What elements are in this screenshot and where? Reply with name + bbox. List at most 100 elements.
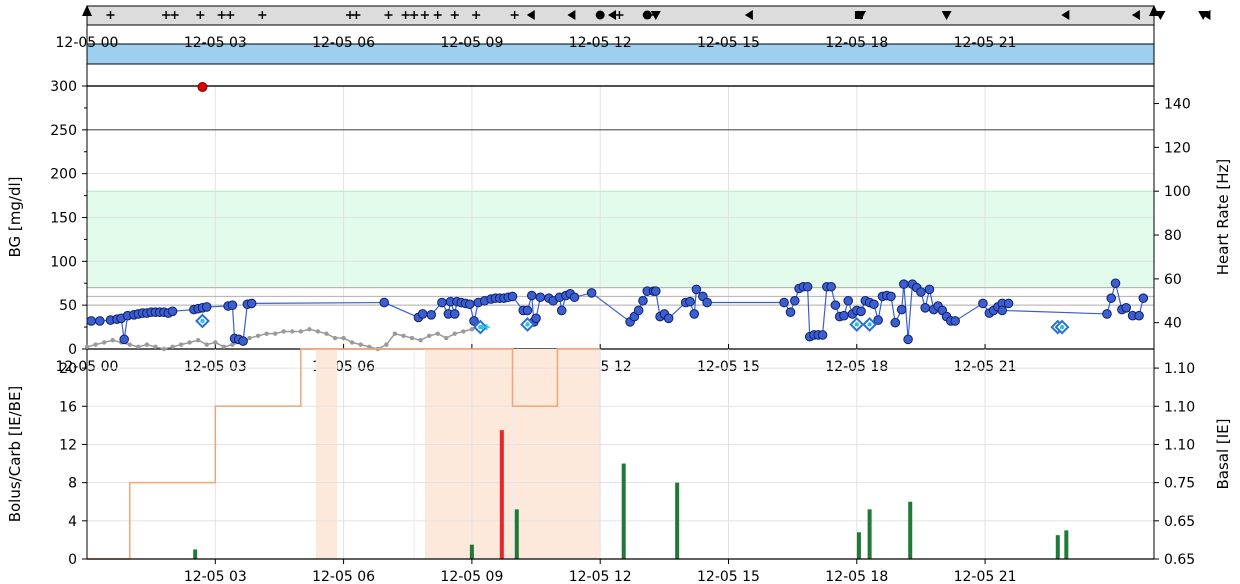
bg-point [997,305,1007,316]
bg-point [1134,310,1144,321]
carb-bar [193,549,198,559]
bg-point [507,291,518,302]
bottom-x-tick-label: 12-05 18 [825,569,888,584]
heart-rate-point [444,335,449,341]
heart-rate-point [290,329,295,334]
heart-rate-point [409,335,415,341]
bg-point [638,295,648,306]
heart-rate-point [332,335,338,341]
top-x-tick-label: 12-05 06 [312,35,375,51]
bolus-y-tick-label: 12 [59,437,77,453]
heart-rate-point [84,344,90,350]
bg-point [201,302,212,312]
bg-calibration-center [200,318,205,324]
bolus-y-tick-label: 0 [68,552,77,568]
bg-calibration-center [854,322,859,327]
event-plus-marker [106,11,115,19]
bg-point [556,305,567,316]
carb-bar [1055,535,1060,559]
bg-point [526,290,537,301]
bolus-y-tick-label: 8 [68,476,77,492]
hr-y-tick-label: 80 [1164,228,1182,244]
basal-y-tick-label: 1.10 [1164,437,1195,453]
bg-point [950,316,960,326]
hr-y-tick-label: 120 [1164,140,1191,156]
event-plus-marker [196,11,205,19]
strip-arrow-up-left [82,5,92,16]
hr-y-tick-label: 40 [1164,316,1182,332]
event-plus-marker [170,11,179,19]
bolus-y-tick-label: 16 [59,399,77,415]
bolus-bar [499,430,504,559]
heart-rate-point [401,333,406,339]
bg-heart-rate-panel: 0 50 100 150 200 250 300 40 60 80 100 120 140 12-05 0… [50,25,1191,375]
bg-point [586,288,597,298]
bg-point [920,302,931,313]
event-plus-marker [615,11,624,19]
bg-point [873,315,883,325]
bg-y-tick-label: 50 [59,298,77,314]
bg-point [1110,278,1121,289]
heart-rate-point [392,331,398,336]
bg-point [789,295,800,306]
heart-rate-point [281,329,286,334]
event-left-marker [608,10,617,20]
bg-point [1138,293,1149,303]
event-plus-marker [450,11,459,19]
bg-y-tick-label: 200 [50,167,77,183]
temp-basal-band [315,349,338,559]
bg-point [924,284,935,295]
bg-point [417,309,428,319]
event-left-marker [1202,10,1211,20]
bg-point [830,300,841,310]
bg-point [702,297,712,308]
heart-rate-point [315,329,321,334]
bg-point [890,317,901,328]
bg-point [1003,298,1014,309]
basal-y-tick-label: 0.75 [1164,476,1195,492]
heart-rate-point [418,338,423,343]
bg-y-tick-label: 150 [50,211,77,227]
heart-rate-point [136,344,141,350]
bolus-carb-axis-title: Bolus/Carb [IE/BE] [6,386,24,523]
event-plus-marker [401,11,410,19]
bg-point [978,298,988,309]
event-strip [82,5,1211,26]
bg-point [86,316,97,326]
bg-point [817,330,828,340]
bg-point [843,295,854,306]
bg-point [785,307,796,317]
heart-rate-point [170,344,175,350]
heart-rate-point [426,333,432,339]
bg-point [689,309,700,319]
heart-rate-point [204,342,209,347]
bottom-x-tick-label: 12-05 15 [697,569,760,584]
event-left-marker [567,10,576,20]
hr-y-tick-label: 60 [1164,272,1182,288]
heart-rate-point [213,340,218,345]
event-down-marker [1198,11,1209,20]
heart-rate-point [161,346,167,352]
basal-y-tick-label: 0.65 [1164,552,1195,568]
event-dot-marker [642,10,652,20]
event-plus-marker [472,11,481,19]
bg-point [856,306,866,317]
bg-point [379,297,390,308]
heart-rate-point [384,342,389,347]
bg-point [531,313,541,324]
carb-bar [469,544,474,559]
bg-point [663,313,674,324]
heart-rate-point [153,344,158,350]
event-plus-marker [258,11,267,19]
heart-rate-point [221,344,227,350]
event-left-marker [744,10,753,20]
event-square-marker [854,11,863,19]
top-x-tick-label: 12-05 12 [569,35,632,51]
bg-point [119,334,130,345]
bg-point [903,334,913,345]
bg-point [691,284,702,295]
bg-high-point [197,82,208,92]
top-x-tick-label: 12-05 15 [697,35,760,51]
event-plus-marker [162,11,171,19]
bg-y-tick-label: 300 [50,79,77,95]
